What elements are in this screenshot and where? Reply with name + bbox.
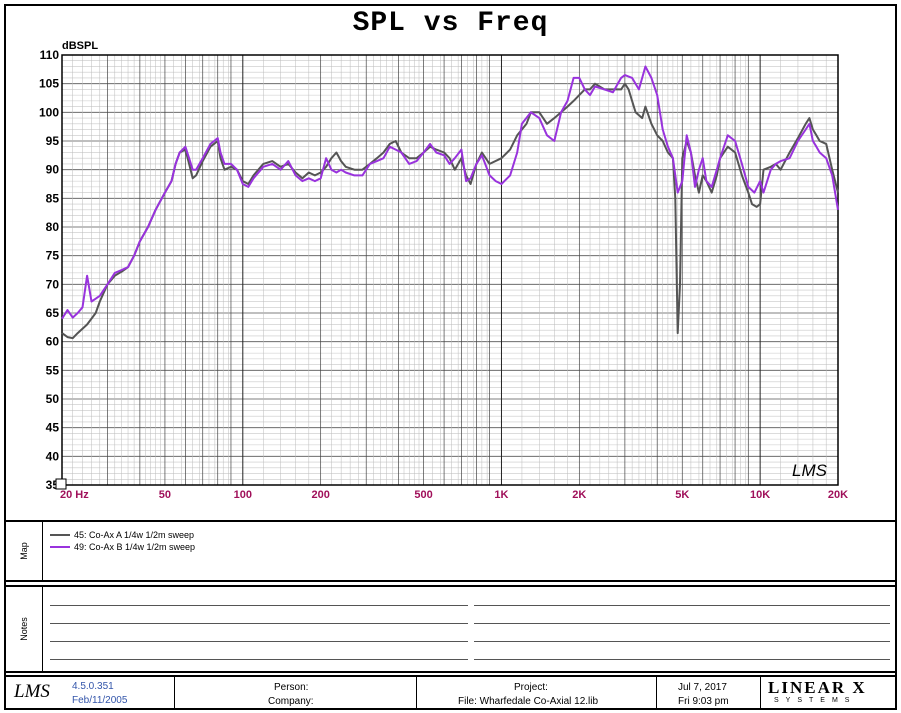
footer-brand-cell: LINEAR X SYSTEMS <box>760 677 895 708</box>
footer-date-cell: Jul 7, 2017 Fri 9:03 pm <box>656 677 761 708</box>
map-panel: Map 45: Co-Ax A 1/4w 1/2m sweep 49: Co-A… <box>4 520 897 582</box>
date-text: Jul 7, 2017 <box>678 682 727 693</box>
footer-logo-cell: LMS 4.5.0.351 Feb/11/2005 <box>6 677 175 708</box>
note-line[interactable] <box>50 659 468 660</box>
x-axis: 20 Hz 50 100 200 500 1K 2K 5K 10K 20K <box>60 489 848 501</box>
x-tick-label: 20K <box>828 489 848 501</box>
y-tick-label: 105 <box>39 77 59 91</box>
footer-person-cell: Person: Company: <box>174 677 417 708</box>
x-tick-label: 5K <box>675 489 689 501</box>
y-tick-label: 55 <box>46 363 60 377</box>
lms-logo: LMS <box>14 681 50 702</box>
file-label: File: Wharfedale Co-Axial 12.lib <box>458 696 599 707</box>
y-tick-label: 70 <box>46 277 60 291</box>
legend-label-b: 49: Co-Ax B 1/4w 1/2m sweep <box>74 542 196 552</box>
series-line-b <box>61 65 839 320</box>
build-date-text: Feb/11/2005 <box>72 695 128 706</box>
note-line[interactable] <box>474 623 890 624</box>
y-tick-label: 40 <box>46 449 60 463</box>
legend-label-a: 45: Co-Ax A 1/4w 1/2m sweep <box>74 530 195 540</box>
y-tick-label: 50 <box>46 392 60 406</box>
y-tick-label: 100 <box>39 105 59 119</box>
note-line[interactable] <box>50 605 468 606</box>
legend-swatch-b <box>50 546 70 548</box>
notes-side-label: Notes <box>6 587 43 671</box>
x-tick-label: 50 <box>159 489 171 501</box>
note-line[interactable] <box>50 623 468 624</box>
linearx-logo: LINEAR X <box>768 678 867 697</box>
x-tick-label: 1K <box>494 489 508 501</box>
y-tick-label: 95 <box>46 134 60 148</box>
legend-swatch-a <box>50 534 70 536</box>
y-tick-label: 60 <box>46 335 60 349</box>
lms-watermark: LMS <box>792 461 828 480</box>
x-tick-label: 2K <box>572 489 586 501</box>
map-side-label: Map <box>6 522 43 580</box>
y-tick-label: 80 <box>46 220 60 234</box>
y-tick-label: 85 <box>46 191 60 205</box>
project-label: Project: <box>514 682 548 693</box>
note-line[interactable] <box>50 641 468 642</box>
time-text: Fri 9:03 pm <box>678 696 729 707</box>
cursor-marker <box>55 478 67 490</box>
linearx-subtitle: SYSTEMS <box>774 697 857 704</box>
plot-border <box>61 54 839 486</box>
note-line[interactable] <box>474 605 890 606</box>
x-tick-label: 10K <box>750 489 770 501</box>
person-label: Person: <box>274 682 309 693</box>
y-tick-label: 65 <box>46 306 60 320</box>
x-tick-label: 500 <box>414 489 432 501</box>
y-tick-label: 90 <box>46 163 60 177</box>
company-label: Company: <box>268 696 314 707</box>
plot-area <box>62 55 838 485</box>
x-tick-label: 200 <box>311 489 329 501</box>
note-line[interactable] <box>474 659 890 660</box>
x-tick-label: 100 <box>234 489 252 501</box>
series-group <box>55 65 839 490</box>
series-line-a <box>61 82 839 340</box>
y-tick-label: 45 <box>46 421 60 435</box>
y-axis-label: dBSPL <box>62 40 98 52</box>
notes-panel: Notes <box>4 585 897 673</box>
legend-item-series-b: 49: Co-Ax B 1/4w 1/2m sweep <box>50 542 195 552</box>
x-tick-label: 20 Hz <box>60 489 89 501</box>
y-tick-label: 110 <box>40 48 60 62</box>
legend-item-series-a: 45: Co-Ax A 1/4w 1/2m sweep <box>50 530 194 540</box>
note-line[interactable] <box>474 641 890 642</box>
chart-title: SPL vs Freq <box>352 8 549 39</box>
version-text: 4.5.0.351 <box>72 681 114 692</box>
grid <box>61 54 839 486</box>
y-tick-label: 75 <box>46 249 60 263</box>
footer: LMS 4.5.0.351 Feb/11/2005 Person: Compan… <box>4 675 897 710</box>
footer-project-cell: Project: File: Wharfedale Co-Axial 12.li… <box>416 677 657 708</box>
